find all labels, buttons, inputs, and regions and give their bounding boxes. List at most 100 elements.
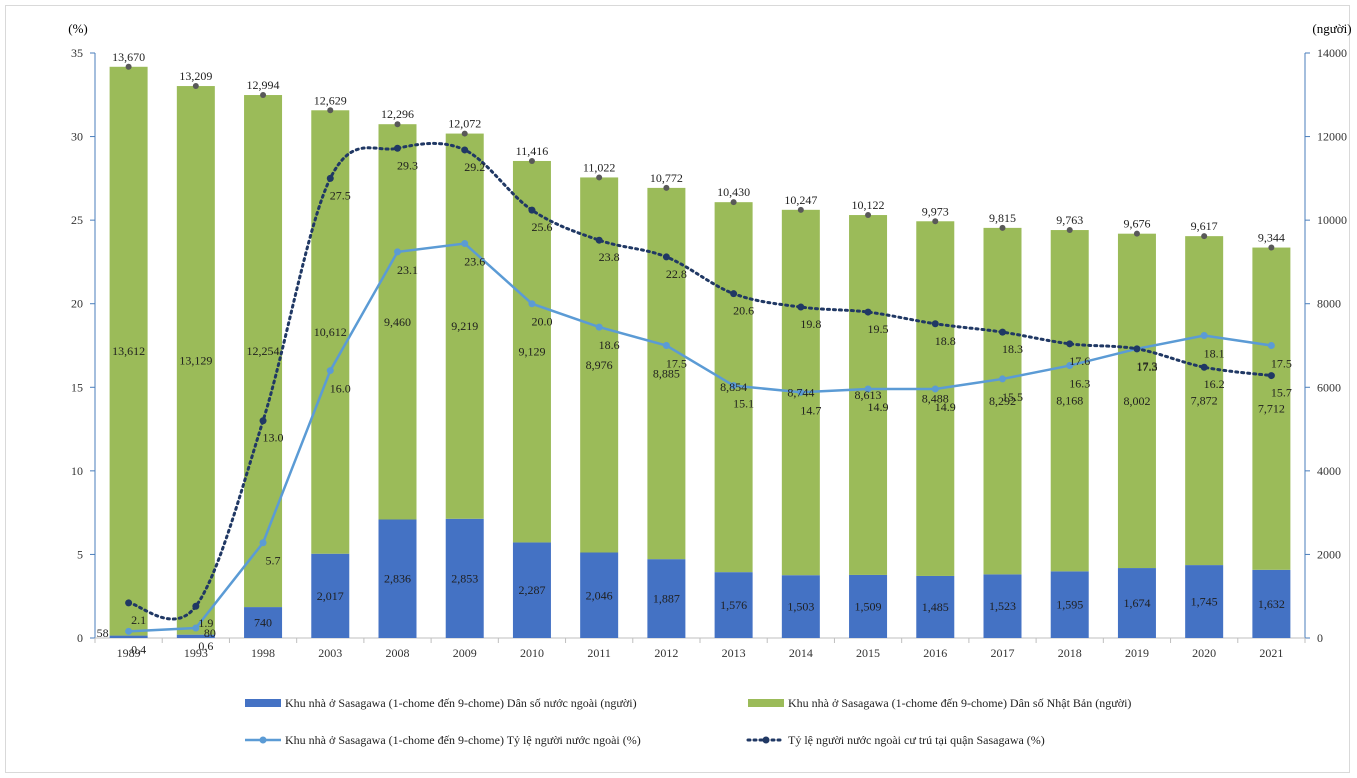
sasagawa-housing-rate-label: 16.3 (1069, 377, 1090, 391)
district-rate-point (125, 599, 133, 607)
sasagawa-housing-rate-point (730, 382, 738, 390)
foreign-population-bar (647, 559, 686, 638)
district-rate-point (1200, 363, 1208, 371)
foreign-population-bar (176, 634, 215, 638)
total-label: 12,072 (448, 117, 481, 131)
legend-marker (259, 736, 267, 744)
foreign-population-bar (916, 575, 955, 638)
foreign-population-bar (781, 575, 820, 638)
sasagawa-housing-rate-point (394, 248, 401, 256)
left-tick-label: 15 (71, 380, 83, 394)
total-label: 12,629 (314, 93, 347, 107)
x-tick-label: 2013 (722, 646, 746, 660)
district-rate-label: 13.0 (263, 431, 284, 445)
sasagawa-housing-rate-line (128, 242, 1272, 633)
foreign-population-label: 58 (97, 626, 109, 640)
total-marker (327, 107, 334, 114)
total-marker (730, 199, 737, 206)
left-tick-label: 5 (77, 547, 83, 561)
district-rate-point (394, 144, 401, 152)
foreign-population-label: 2,836 (384, 572, 411, 586)
japanese-population-bar (378, 124, 417, 520)
left-tick-label: 0 (77, 631, 83, 645)
total-marker (797, 206, 804, 213)
japanese-population-label: 8,613 (855, 388, 882, 402)
district-rate-label: 15.7 (1271, 386, 1292, 400)
foreign-population-label: 1,503 (787, 600, 814, 614)
right-tick-label: 12000 (1317, 130, 1347, 144)
sasagawa-housing-rate-label: 14.9 (935, 400, 956, 414)
district-rate-label: 22.8 (666, 267, 687, 281)
district-rate-point (797, 303, 805, 311)
district-rate-label: 20.6 (733, 304, 754, 318)
total-marker (260, 92, 267, 99)
x-tick-label: 2008 (386, 646, 410, 660)
left-tick-label: 35 (71, 46, 83, 60)
foreign-population-bar (109, 635, 148, 638)
district-rate-point (1267, 372, 1275, 380)
japanese-population-label: 8,488 (922, 392, 949, 406)
total-label: 13,670 (112, 50, 145, 64)
legend-label: Khu nhà ở Sasagawa (1-chome đến 9-chome)… (788, 696, 1131, 710)
total-marker (663, 184, 670, 191)
district-rate-point (1133, 345, 1141, 353)
sasagawa-housing-rate-label: 17.5 (1271, 357, 1292, 371)
foreign-population-label: 2,017 (317, 589, 344, 603)
data-labels: 58 13,612 13,670 80 13,129 13,209 740 12,254 12,… (97, 50, 1292, 657)
sasagawa-housing-rate-point (192, 624, 200, 632)
japanese-population-label: 13,129 (179, 353, 212, 367)
district-rate-point (259, 417, 267, 425)
total-label: 11,022 (583, 160, 616, 174)
x-tick-label: 1993 (184, 646, 208, 660)
total-marker (932, 218, 939, 225)
lines (125, 141, 1275, 635)
foreign-population-label: 1,632 (1258, 597, 1285, 611)
x-tick-label: 1989 (117, 646, 141, 660)
left-axis-unit: (%) (68, 21, 88, 36)
foreign-population-bar (311, 553, 350, 638)
sasagawa-housing-rate-label: 5.7 (266, 554, 281, 568)
sasagawa-housing-rate-point (125, 627, 133, 635)
right-tick-label: 0 (1317, 631, 1323, 645)
sasagawa-housing-rate-point (797, 388, 805, 396)
foreign-population-label: 80 (204, 626, 216, 640)
total-label: 12,994 (247, 78, 280, 92)
total-marker (528, 157, 535, 164)
sasagawa-housing-rate-point (1200, 331, 1208, 339)
x-tick-label: 2014 (789, 646, 813, 660)
sasagawa-housing-rate-label: 0.6 (198, 639, 213, 653)
x-tick-label: 2017 (991, 646, 1015, 660)
district-rate-label: 18.8 (935, 334, 956, 348)
district-rate-label: 17.3 (1136, 359, 1157, 373)
district-rate-line (127, 141, 1273, 621)
district-rate-label: 25.6 (531, 220, 552, 234)
sasagawa-housing-rate-point (528, 300, 536, 308)
total-label: 10,772 (650, 171, 683, 185)
district-rate-label: 23.8 (599, 250, 620, 264)
japanese-population-label: 13,612 (112, 344, 145, 358)
foreign-population-label: 1,674 (1123, 596, 1150, 610)
sasagawa-housing-rate-label: 23.6 (464, 255, 485, 269)
total-marker (1201, 233, 1208, 240)
total-label: 9,973 (922, 204, 949, 218)
district-rate-point (461, 146, 469, 154)
sasagawa-housing-rate-label: 18.6 (599, 338, 620, 352)
x-tick-label: 2019 (1125, 646, 1149, 660)
japanese-population-bar (647, 187, 686, 560)
right-tick-label: 8000 (1317, 297, 1341, 311)
total-label: 9,815 (989, 211, 1016, 225)
district-rate-label: 16.2 (1204, 377, 1225, 391)
foreign-population-bar (983, 574, 1022, 638)
japanese-population-label: 8,168 (1056, 394, 1083, 408)
japanese-population-bar (983, 227, 1022, 575)
japanese-population-bar (311, 110, 350, 554)
sasagawa-housing-rate-point (259, 539, 267, 547)
total-label: 10,247 (784, 193, 817, 207)
foreign-population-label: 1,745 (1191, 595, 1218, 609)
japanese-population-label: 10,612 (314, 325, 347, 339)
district-rate-point (595, 236, 603, 244)
foreign-population-label: 1,523 (989, 599, 1016, 613)
sasagawa-housing-rate-point (864, 385, 872, 393)
japanese-population-bar (109, 66, 148, 636)
